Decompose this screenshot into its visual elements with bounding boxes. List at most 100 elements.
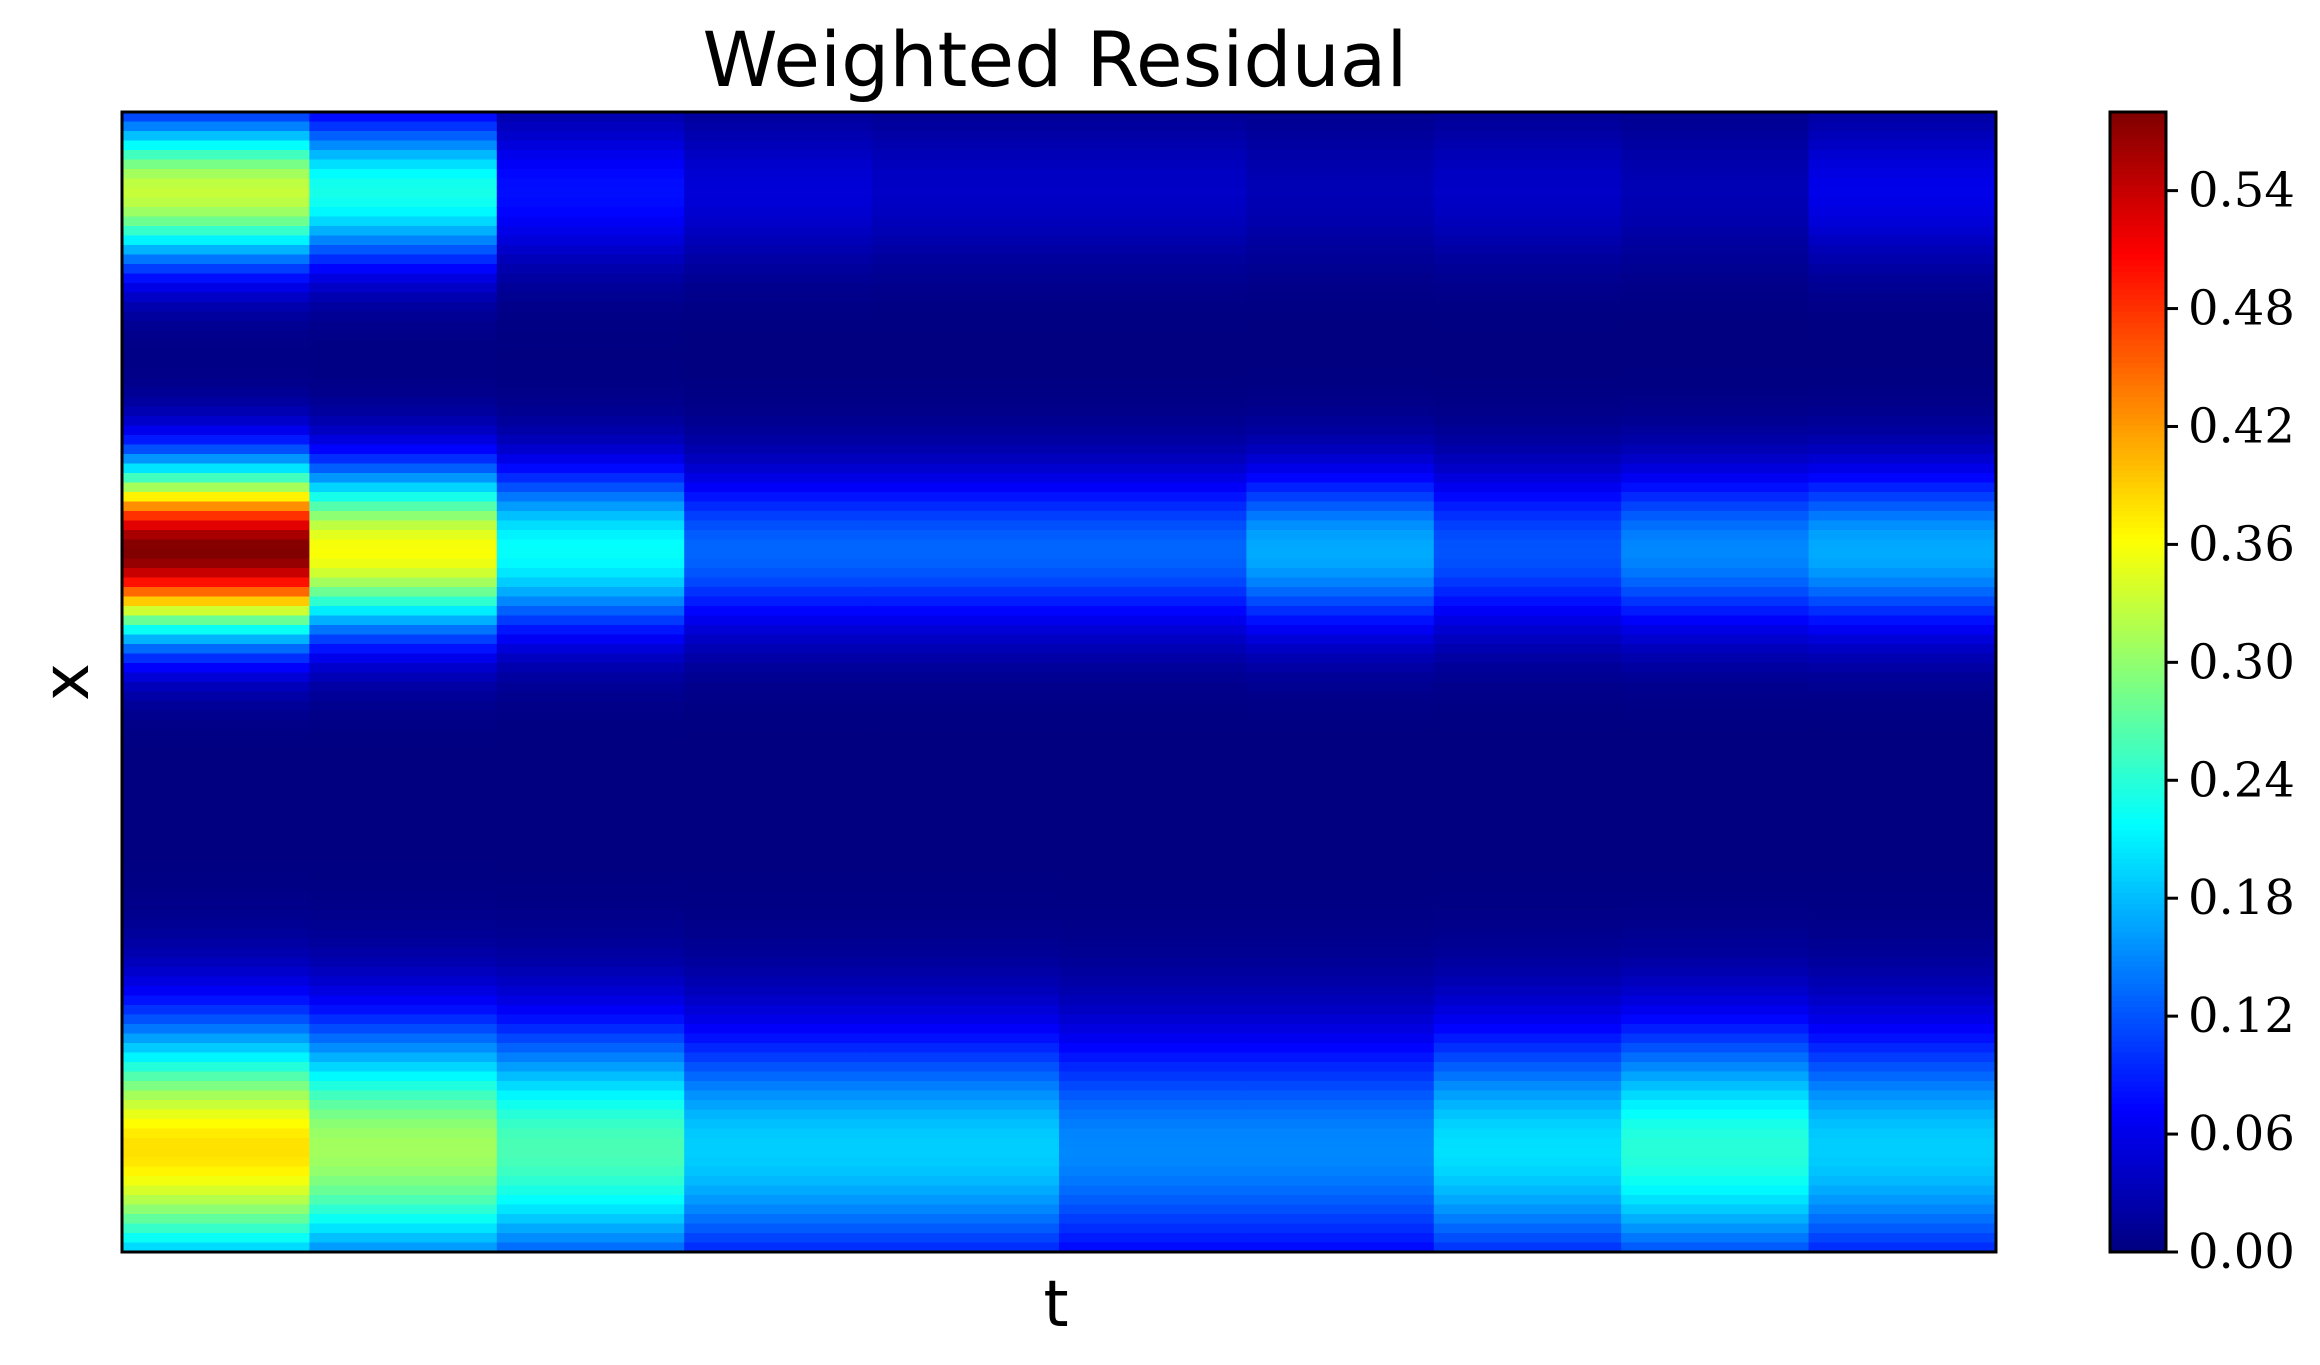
colorbar-segment: [2110, 448, 2166, 455]
heatmap-cell: [1808, 957, 1997, 968]
heatmap-cell: [684, 473, 873, 484]
heatmap-cell: [1808, 948, 1997, 959]
heatmap-cell: [871, 891, 1060, 902]
heatmap-cell: [496, 1024, 685, 1035]
colorbar-segment: [2110, 1212, 2166, 1219]
heatmap-cell: [1059, 929, 1248, 940]
heatmap-cell: [871, 112, 1060, 123]
heatmap-cell: [1246, 682, 1435, 693]
heatmap-cell: [684, 710, 873, 721]
heatmap-cell: [309, 321, 498, 332]
heatmap-cell: [496, 359, 685, 370]
heatmap-cell: [1808, 720, 1997, 731]
heatmap-cell: [871, 235, 1060, 246]
heatmap-cell: [1433, 691, 1622, 702]
heatmap-cell: [684, 872, 873, 883]
colorbar-segment: [2110, 687, 2166, 695]
heatmap-cell: [122, 957, 311, 968]
heatmap-cell: [871, 634, 1060, 645]
heatmap-cell: [496, 112, 685, 123]
heatmap-cell: [871, 625, 1060, 636]
heatmap-cell: [1433, 1052, 1622, 1063]
heatmap-cell: [309, 929, 498, 940]
heatmap-cell: [1808, 938, 1997, 949]
heatmap-cell: [309, 862, 498, 873]
heatmap-cell: [122, 729, 311, 740]
heatmap-cell: [496, 264, 685, 275]
heatmap-cell: [1059, 359, 1248, 370]
heatmap-cell: [122, 986, 311, 997]
heatmap-cell: [122, 710, 311, 721]
heatmap-cell: [496, 1157, 685, 1168]
plot-frame: [120, 110, 1998, 1254]
heatmap-cell: [122, 188, 311, 199]
heatmap-cell: [684, 1100, 873, 1111]
colorbar-segment: [2110, 146, 2166, 153]
heatmap-cell: [1621, 805, 1810, 816]
heatmap-cell: [684, 501, 873, 512]
heatmap-cell: [1433, 634, 1622, 645]
heatmap-cell: [1059, 349, 1248, 360]
heatmap-cell: [309, 492, 498, 503]
heatmap-cell: [871, 226, 1060, 237]
heatmap-cell: [1808, 359, 1997, 370]
heatmap-cell: [1433, 340, 1622, 351]
colorbar-segment: [2110, 208, 2166, 216]
heatmap-cell: [1246, 872, 1435, 883]
colorbar-segment: [2110, 864, 2166, 871]
heatmap-cell: [309, 520, 498, 531]
heatmap-cell: [496, 1014, 685, 1025]
colorbar-segment: [2110, 813, 2166, 820]
heatmap-cell: [1621, 121, 1810, 132]
heatmap-cell: [1621, 644, 1810, 655]
heatmap-cell: [1621, 739, 1810, 750]
heatmap-cell: [1808, 1014, 1997, 1025]
heatmap-cell: [1059, 283, 1248, 294]
heatmap-cell: [1621, 245, 1810, 256]
heatmap-cell: [1246, 1071, 1435, 1082]
heatmap-cell: [496, 444, 685, 455]
heatmap-cell: [496, 587, 685, 598]
heatmap-cell: [871, 254, 1060, 265]
heatmap-cell: [1246, 625, 1435, 636]
heatmap-cell: [1808, 881, 1997, 892]
heatmap-cell: [1059, 1071, 1248, 1082]
heatmap-cell: [1246, 596, 1435, 607]
heatmap-cell: [684, 492, 873, 503]
heatmap-cell: [1246, 663, 1435, 674]
chart-title: Weighted Residual: [703, 15, 1408, 104]
colorbar-segment: [2110, 1217, 2166, 1225]
colorbar-segment: [2110, 459, 2166, 467]
heatmap-cell: [1621, 910, 1810, 921]
heatmap-cell: [871, 530, 1060, 541]
colorbar-segment: [2110, 379, 2166, 387]
heatmap-cell: [871, 615, 1060, 626]
heatmap-cell: [1246, 1119, 1435, 1130]
heatmap-cell: [871, 140, 1060, 151]
heatmap-cell: [309, 1176, 498, 1187]
colorbar-segment: [2110, 1092, 2166, 1099]
heatmap-cell: [871, 378, 1060, 389]
heatmap-cell: [309, 378, 498, 389]
heatmap-cell: [1621, 758, 1810, 769]
heatmap-cell: [122, 330, 311, 341]
heatmap-cell: [309, 1195, 498, 1206]
heatmap-cell: [1621, 416, 1810, 427]
heatmap-cell: [496, 492, 685, 503]
colorbar-segment: [2110, 180, 2166, 187]
heatmap-cell: [496, 1119, 685, 1130]
heatmap-cell: [309, 188, 498, 199]
heatmap-cell: [496, 1195, 685, 1206]
heatmap-cell: [1808, 577, 1997, 588]
heatmap-cell: [1621, 292, 1810, 303]
colorbar-segment: [2110, 1183, 2166, 1191]
heatmap-cell: [309, 1043, 498, 1054]
colorbar-segment: [2110, 277, 2166, 284]
heatmap-cell: [1059, 701, 1248, 712]
heatmap-cell: [684, 900, 873, 911]
heatmap-cell: [122, 1176, 311, 1187]
heatmap-cell: [1433, 1033, 1622, 1044]
heatmap-cell: [684, 197, 873, 208]
heatmap-cell: [1433, 368, 1622, 379]
heatmap-cell: [122, 1024, 311, 1035]
